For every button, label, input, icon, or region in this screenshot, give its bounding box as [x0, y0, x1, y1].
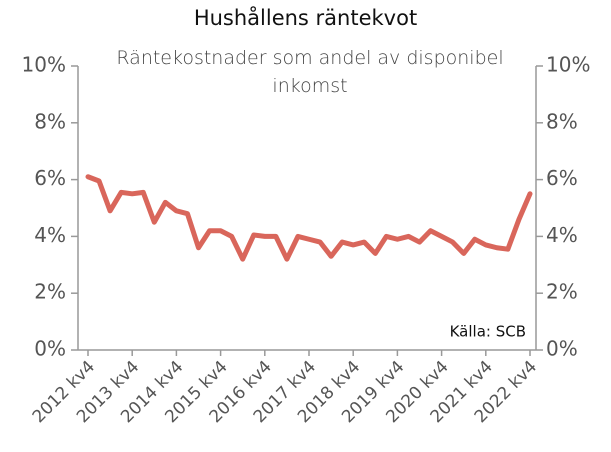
- y-tick-label: 6%: [34, 166, 66, 190]
- y2-tick-label: 8%: [546, 109, 578, 133]
- y2-tick-label: 4%: [546, 223, 578, 247]
- y-tick-label: 10%: [22, 53, 66, 77]
- y-tick-label: 4%: [34, 223, 66, 247]
- y-tick-label: 2%: [34, 280, 66, 304]
- chart-title: Hushållens räntekvot: [193, 6, 418, 30]
- y2-tick-label: 2%: [546, 280, 578, 304]
- y-tick-label: 0%: [34, 337, 66, 361]
- y2-tick-label: 0%: [546, 337, 578, 361]
- y-tick-label: 8%: [34, 109, 66, 133]
- data-line: [85, 174, 533, 262]
- y2-tick-label: 10%: [546, 53, 590, 77]
- chart-subtitle: Räntekostnader som andel av disponibel i…: [116, 47, 504, 97]
- y2-tick-label: 6%: [546, 166, 578, 190]
- annotation: Källa: SCB: [450, 323, 526, 341]
